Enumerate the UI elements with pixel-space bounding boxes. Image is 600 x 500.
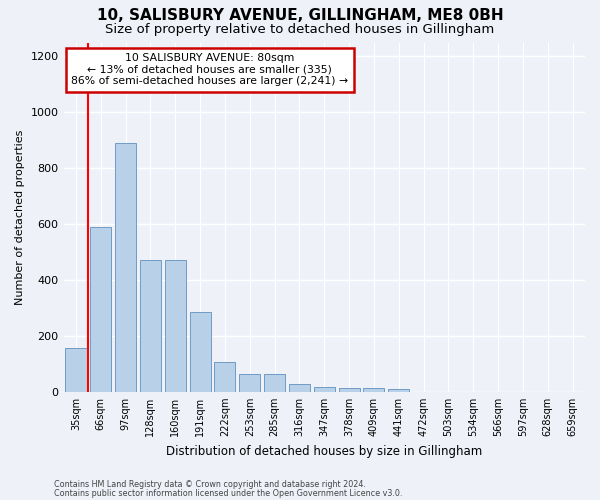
Bar [115, 143, 136, 392]
Bar [165, 260, 186, 392]
Bar [338, 388, 359, 392]
Bar [289, 384, 310, 392]
Text: Contains public sector information licensed under the Open Government Licence v3: Contains public sector information licen… [54, 489, 403, 498]
Text: 10, SALISBURY AVENUE, GILLINGHAM, ME8 0BH: 10, SALISBURY AVENUE, GILLINGHAM, ME8 0B… [97, 8, 503, 22]
Bar [264, 374, 285, 392]
Bar [190, 312, 211, 392]
X-axis label: Distribution of detached houses by size in Gillingham: Distribution of detached houses by size … [166, 444, 482, 458]
Bar [364, 388, 385, 392]
Bar [65, 348, 86, 392]
Bar [388, 389, 409, 392]
Text: Contains HM Land Registry data © Crown copyright and database right 2024.: Contains HM Land Registry data © Crown c… [54, 480, 366, 489]
Y-axis label: Number of detached properties: Number of detached properties [15, 130, 25, 305]
Text: Size of property relative to detached houses in Gillingham: Size of property relative to detached ho… [106, 22, 494, 36]
Bar [140, 260, 161, 392]
Bar [314, 387, 335, 392]
Bar [90, 227, 112, 392]
Text: 10 SALISBURY AVENUE: 80sqm
← 13% of detached houses are smaller (335)
86% of sem: 10 SALISBURY AVENUE: 80sqm ← 13% of deta… [71, 53, 348, 86]
Bar [214, 362, 235, 392]
Bar [239, 374, 260, 392]
